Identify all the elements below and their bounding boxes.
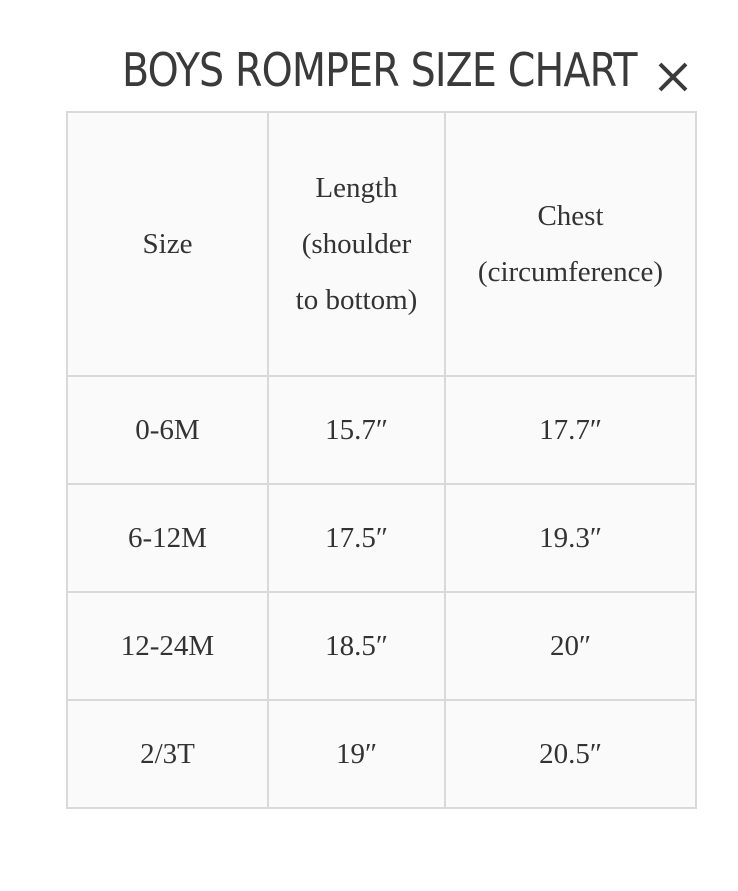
chest-cell: 19.3″ <box>444 483 697 593</box>
header-chest-line1: Chest <box>537 200 604 232</box>
size-cell: 2/3T <box>66 699 269 809</box>
header-length-line3: to bottom) <box>295 284 418 316</box>
header-chest: Chest (circumference) <box>444 111 697 377</box>
header-length-line1: Length <box>315 172 398 204</box>
size-cell: 6-12M <box>66 483 269 593</box>
header-length-line2: (shoulder <box>301 228 412 260</box>
table-row: 2/3T 19″ 20.5″ <box>66 699 697 809</box>
table-row: 6-12M 17.5″ 19.3″ <box>66 483 697 593</box>
header-size-text: Size <box>142 228 193 260</box>
header-size: Size <box>66 111 269 377</box>
table-row: 0-6M 15.7″ 17.7″ <box>66 375 697 485</box>
chest-cell: 20.5″ <box>444 699 697 809</box>
close-button[interactable] <box>656 60 690 94</box>
size-cell: 12-24M <box>66 591 269 701</box>
length-cell: 18.5″ <box>267 591 446 701</box>
size-cell: 0-6M <box>66 375 269 485</box>
size-chart-table: Size Length (shoulder to bottom) Chest (cir… <box>66 111 697 809</box>
table-header-row: Size Length (shoulder to bottom) Chest (cir… <box>66 111 697 377</box>
close-x-icon <box>658 62 688 92</box>
table-row: 12-24M 18.5″ 20″ <box>66 591 697 701</box>
length-cell: 15.7″ <box>267 375 446 485</box>
chest-cell: 20″ <box>444 591 697 701</box>
length-cell: 19″ <box>267 699 446 809</box>
length-cell: 17.5″ <box>267 483 446 593</box>
chest-cell: 17.7″ <box>444 375 697 485</box>
header-length: Length (shoulder to bottom) <box>267 111 446 377</box>
header-chest-line2: (circumference) <box>477 256 664 288</box>
page-title: BOYS ROMPER SIZE CHART <box>122 43 638 97</box>
